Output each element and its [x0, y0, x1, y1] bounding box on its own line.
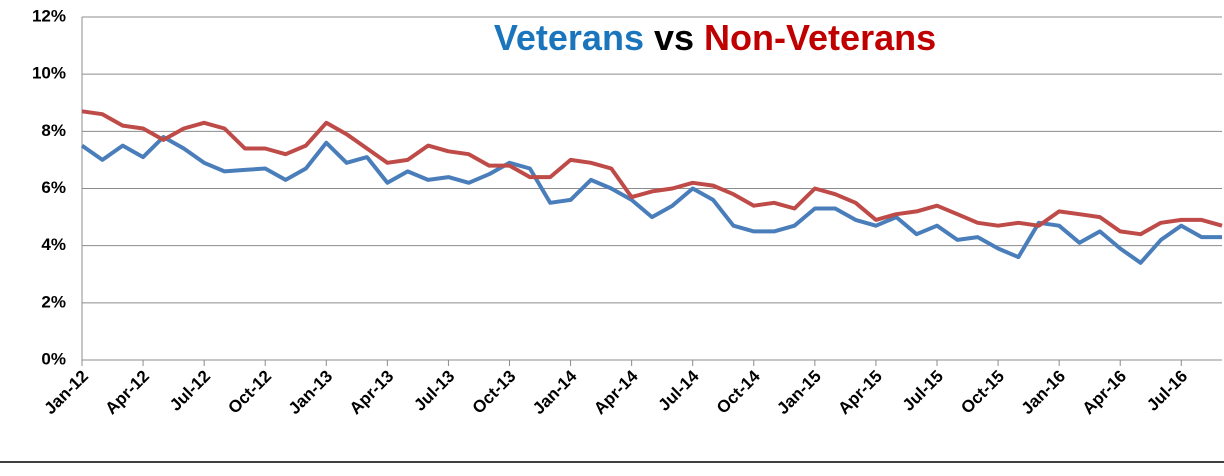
x-tick-label: Apr-16 — [1079, 367, 1131, 419]
x-tick-label: Oct-12 — [224, 367, 275, 418]
x-tick-label: Jul-15 — [899, 367, 947, 415]
title-non-veterans: Non-Veterans — [704, 17, 936, 58]
x-tick-label: Jan-16 — [1018, 367, 1070, 419]
x-tick-label: Jul-13 — [410, 367, 458, 415]
x-tick-label: Jul-12 — [166, 367, 214, 415]
x-tick-label: Jan-12 — [40, 367, 92, 419]
x-tick-label: Apr-13 — [346, 367, 398, 419]
x-tick-label: Oct-14 — [713, 366, 764, 417]
chart-title: Veterans vs Non-Veterans — [494, 17, 936, 58]
x-tick-label: Jan-15 — [773, 367, 825, 419]
series-line — [81, 109, 1223, 237]
x-tick-label: Apr-15 — [834, 367, 886, 419]
y-tick-label: 0% — [41, 349, 66, 368]
y-tick-label: 10% — [32, 64, 66, 83]
x-tick-label: Jul-16 — [1143, 367, 1191, 415]
x-tick-label: Jan-14 — [529, 366, 581, 418]
y-tick-label: 6% — [41, 178, 66, 197]
y-tick-label: 12% — [32, 6, 66, 25]
x-tick-label: Oct-13 — [469, 367, 520, 418]
x-tick-label: Oct-15 — [957, 367, 1008, 418]
y-tick-label: 4% — [41, 235, 66, 254]
series-line — [80, 135, 1222, 265]
y-tick-label: 2% — [41, 292, 66, 311]
y-tick-label: 8% — [41, 121, 66, 140]
x-tick-label: Jul-14 — [655, 366, 704, 415]
x-tick-label: Jan-13 — [285, 367, 337, 419]
title-connector: vs — [654, 17, 694, 58]
x-tick-label: Apr-12 — [102, 367, 154, 419]
title-veterans: Veterans — [494, 17, 644, 58]
x-tick-label: Apr-14 — [590, 366, 642, 418]
